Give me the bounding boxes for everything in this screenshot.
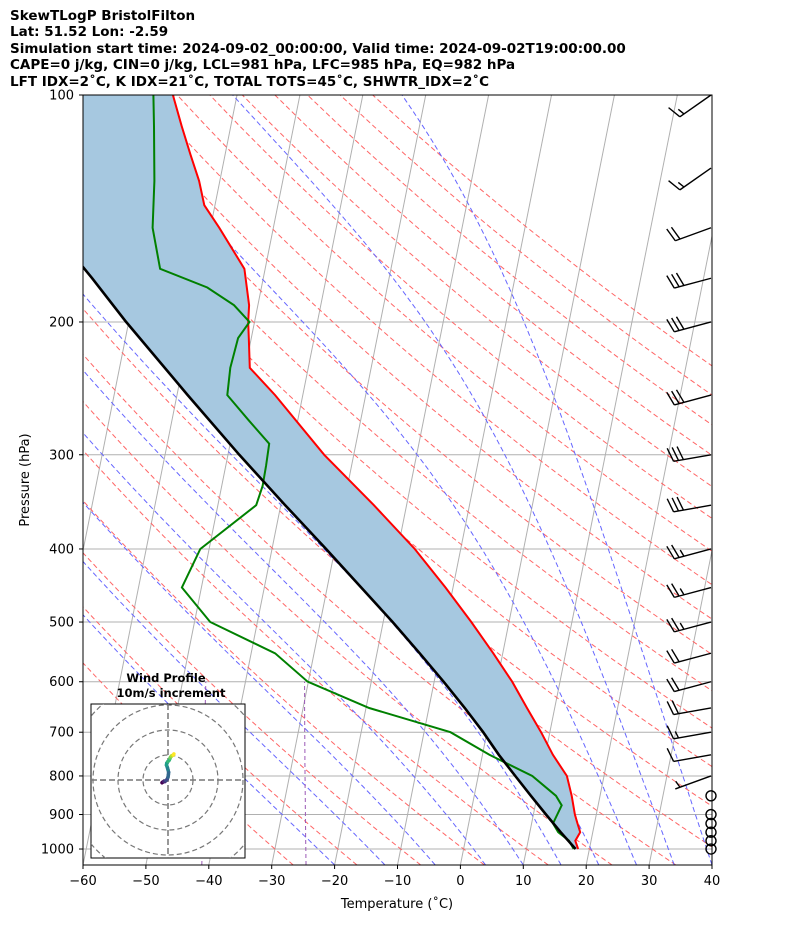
moist-adiabat bbox=[83, 560, 386, 865]
x-tick-label: 10 bbox=[515, 874, 532, 889]
y-tick-label: 900 bbox=[49, 808, 74, 823]
y-axis-label: Pressure (hPa) bbox=[18, 433, 33, 526]
wind-barb bbox=[666, 725, 712, 740]
dry-adiabat bbox=[339, 95, 712, 396]
wind-barb bbox=[666, 617, 712, 633]
wind-barb bbox=[705, 826, 717, 838]
wind-barb bbox=[668, 167, 712, 191]
y-tick-label: 300 bbox=[49, 448, 74, 463]
y-tick-label: 600 bbox=[49, 675, 74, 690]
wind-barb bbox=[666, 544, 712, 560]
dry-adiabat bbox=[144, 95, 712, 586]
moist-adiabat bbox=[83, 293, 562, 865]
station-coordinates: Lat: 51.52 Lon: -2.59 bbox=[10, 24, 169, 41]
x-tick-label: −50 bbox=[132, 874, 159, 889]
stability-indices: LFT IDX=2˚C, K IDX=21˚C, TOTAL TOTS=45˚C… bbox=[10, 73, 490, 90]
dry-adiabat bbox=[83, 98, 712, 656]
dry-adiabat bbox=[274, 95, 712, 456]
cape-shading bbox=[83, 95, 581, 849]
dry-adiabat bbox=[83, 552, 422, 865]
dry-adiabat bbox=[83, 606, 358, 865]
isotherm-line bbox=[585, 233, 712, 865]
wind-barb bbox=[666, 446, 712, 463]
y-tick-label: 100 bbox=[49, 89, 74, 104]
x-tick-label: 0 bbox=[456, 874, 464, 889]
x-tick-label: 20 bbox=[578, 874, 595, 889]
moist-adiabat bbox=[83, 614, 335, 865]
x-tick-label: 40 bbox=[704, 874, 721, 889]
cape-cin-summary: CAPE=0 j/kg, CIN=0 j/kg, LCL=981 hPa, LF… bbox=[10, 57, 516, 74]
x-tick-label: −60 bbox=[69, 874, 96, 889]
dry-adiabat bbox=[83, 353, 677, 865]
wind-barb bbox=[675, 775, 712, 790]
y-tick-label: 400 bbox=[49, 542, 74, 557]
wind-barb bbox=[666, 226, 712, 242]
y-tick-label: 500 bbox=[49, 616, 74, 631]
dry-adiabat bbox=[241, 95, 712, 488]
temperature-profile bbox=[171, 95, 582, 850]
wind-barb bbox=[666, 748, 712, 763]
x-tick-label: −40 bbox=[195, 874, 222, 889]
wind-barb bbox=[666, 648, 712, 664]
chart-title: SkewTLogP BristolFilton bbox=[10, 8, 196, 24]
dry-adiabat bbox=[83, 449, 549, 865]
dry-adiabat bbox=[176, 95, 712, 552]
dry-adiabat bbox=[83, 499, 485, 865]
isotherm-line bbox=[522, 95, 678, 865]
wind-barb bbox=[705, 790, 717, 802]
y-tick-label: 1000 bbox=[41, 843, 74, 858]
wind-barb bbox=[668, 94, 712, 118]
wind-barb bbox=[666, 496, 712, 513]
dry-adiabat bbox=[83, 400, 613, 865]
wind-barb bbox=[666, 389, 712, 406]
wind-barb bbox=[705, 835, 717, 847]
moist-adiabat bbox=[83, 501, 436, 865]
moist-adiabat bbox=[83, 369, 524, 865]
dry-adiabat bbox=[111, 95, 712, 620]
dewpoint-profile bbox=[151, 95, 575, 850]
x-tick-label: −10 bbox=[384, 874, 411, 889]
simulation-times: Simulation start time: 2024-09-02_00:00:… bbox=[10, 40, 626, 57]
wind-barb bbox=[666, 700, 712, 716]
hodograph-title: Wind Profile bbox=[126, 671, 206, 685]
y-tick-label: 200 bbox=[49, 315, 74, 330]
wind-barb bbox=[666, 272, 712, 289]
x-tick-label: 30 bbox=[641, 874, 658, 889]
hodograph-subtitle: 10m/s increment bbox=[117, 686, 226, 700]
dry-adiabat bbox=[83, 178, 712, 729]
isotherm-line bbox=[334, 95, 490, 865]
chart-header: SkewTLogP BristolFilton Lat: 51.52 Lon: … bbox=[10, 8, 626, 90]
isotherm-line bbox=[711, 862, 712, 865]
y-tick-label: 700 bbox=[49, 726, 74, 741]
wind-barb bbox=[705, 843, 717, 855]
x-tick-label: −20 bbox=[321, 874, 348, 889]
x-axis-label: Temperature (˚C) bbox=[340, 896, 453, 912]
wind-barb bbox=[705, 808, 717, 821]
mixing-ratio-line bbox=[304, 681, 307, 865]
moist-adiabat bbox=[83, 432, 487, 865]
hodograph-inset: Wind Profile 10m/s increment bbox=[90, 671, 246, 859]
wind-barb bbox=[666, 583, 712, 599]
y-tick-label: 800 bbox=[49, 769, 74, 784]
wind-barb bbox=[666, 316, 712, 333]
wind-barb bbox=[666, 677, 712, 693]
moist-adiabat bbox=[232, 95, 675, 865]
moist-adiabat bbox=[96, 95, 637, 865]
wind-barb bbox=[705, 817, 717, 830]
moist-adiabat bbox=[401, 95, 712, 865]
isotherm-line bbox=[648, 547, 712, 865]
x-tick-label: −30 bbox=[258, 874, 285, 889]
parcel-profile bbox=[83, 265, 577, 850]
